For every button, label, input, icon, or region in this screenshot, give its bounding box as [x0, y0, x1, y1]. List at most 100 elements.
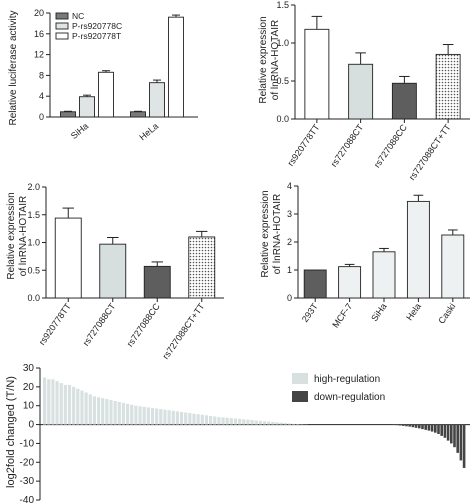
- panel-e-y-tick-label: -10: [20, 438, 35, 449]
- panel-e-y-tick-label: 0: [28, 420, 34, 431]
- panel-e-bar-up: [292, 423, 296, 425]
- panel-d-ylabel-line2: of lnRNA-HOTAIR: [272, 194, 283, 274]
- panel-d-x-tick-label: Hela: [404, 301, 423, 322]
- panel-b-x-tick-label: rs727088CC: [372, 122, 409, 170]
- panel-e-bar-down: [430, 424, 434, 432]
- panel-e-bar-up: [238, 418, 242, 425]
- panel-e-bar-up: [287, 423, 292, 425]
- panel-e-bar-up: [76, 388, 80, 425]
- panel-d-x-tick-label: SiHa: [369, 301, 388, 323]
- panel-e-bar-down: [395, 424, 399, 426]
- panel-e-bar-up: [146, 407, 150, 425]
- panel-e-bar-up: [175, 411, 179, 425]
- panel-d-bar: [372, 251, 396, 299]
- panel-e-bar-up: [242, 419, 246, 425]
- panel-e-y-tick-label: -20: [20, 457, 35, 468]
- panel-e-bar-up: [121, 402, 126, 425]
- panel-e-y-tick-label: 10: [23, 401, 35, 412]
- panel-e-bar-up: [88, 394, 92, 425]
- panel-e-bar-down: [405, 424, 408, 427]
- panel-e-bar-up: [213, 416, 217, 425]
- panel-b-x-tick-label: rs920778TT: [285, 122, 321, 168]
- panel-a-bar: [149, 82, 165, 118]
- panel-a-y-tick-label: 4: [39, 91, 44, 101]
- panel-e-bar-down: [408, 424, 411, 427]
- panel-a-x-tick-label: HeLa: [137, 121, 160, 142]
- panel-c-bar: [143, 265, 171, 299]
- panel-e-bar-down: [434, 424, 437, 433]
- panel-e-legend-swatch: [292, 391, 308, 402]
- panel-c-x-tick-label: rs920778TT: [37, 301, 73, 347]
- panel-e-y-tick-label: -40: [20, 495, 35, 504]
- panel-e-bar-up: [275, 422, 279, 425]
- panel-a-bars: [60, 14, 184, 118]
- panel-e-bar-up: [200, 414, 204, 425]
- panel-e-bar-up: [229, 418, 233, 425]
- panel-d-y-tick-label: 1: [287, 265, 292, 275]
- panel-c-ylabel-line2: of lnRNA-HOTAIR: [18, 196, 29, 276]
- panel-e-bar-up: [155, 408, 159, 425]
- panel-c-x-tick-label: rs727088CC: [125, 301, 162, 349]
- panel-e-bar-down: [450, 424, 453, 444]
- panel-e-bar-up: [184, 412, 188, 425]
- panel-e-bar-down: [414, 424, 418, 428]
- panel-e-bar-down: [418, 424, 421, 429]
- panel-b-bars: [304, 15, 461, 120]
- panel-e-bar-up: [150, 407, 155, 425]
- panel-e-bar-up: [209, 415, 213, 425]
- panel-e-bar-down: [427, 424, 431, 431]
- panel-e-bar-up: [225, 417, 229, 425]
- panel-e-bar-down: [411, 424, 415, 428]
- panel-a-bar: [79, 96, 95, 118]
- panel-d-bar: [441, 234, 465, 299]
- panel-e-bar-down: [459, 424, 463, 461]
- panel-a-legend-swatch: [55, 12, 69, 20]
- panel-a-bar: [130, 111, 146, 118]
- panel-a-legend-label: NC: [72, 11, 84, 21]
- panel-c-y-tick-label: 1.0: [27, 238, 40, 248]
- panel-c-x-tick-label: rs727088CT+TT: [160, 301, 206, 361]
- panel-e-bar-up: [233, 418, 238, 425]
- panel-e-bar-up: [138, 406, 142, 425]
- panel-d-x-tick-label: Caski: [436, 301, 457, 325]
- panel-b-y-tick-label: 1.5: [276, 0, 289, 10]
- panel-e-bar-up: [72, 386, 76, 425]
- panel-e-bar-up: [196, 414, 200, 425]
- panel-e-bar-up: [101, 398, 105, 425]
- panel-d: Relative expression of lnRNA-HOTAIR 0 1 2 3…: [260, 181, 470, 330]
- panel-e-legend-swatch: [292, 373, 308, 384]
- panel-a-y-tick-label: 8: [39, 70, 44, 80]
- panel-a-y-tick-label: 0: [39, 112, 44, 122]
- panel-d-x-tick-label: MCF-7: [330, 301, 354, 329]
- panel-c: Relative expression of lnRNA-HOTAIR 0.0 0…: [6, 182, 224, 361]
- panel-e-bar-up: [221, 417, 225, 425]
- panel-e-y-tick-label: 20: [23, 382, 35, 393]
- panel-e-bar-down: [398, 424, 402, 426]
- panel-e-y-tick-label: -30: [20, 476, 35, 487]
- panel-e: log2fold changed (T/N) -40 -30 -20 -10 0 10 20…: [5, 363, 470, 504]
- panel-e-bar-down: [443, 424, 447, 438]
- panel-c-y-tick-label: 0.0: [27, 293, 40, 303]
- panel-b-bar: [435, 53, 461, 120]
- panel-e-bar-up: [113, 401, 117, 425]
- panel-e-bar-up: [63, 384, 67, 425]
- panel-e-bar-up: [167, 410, 171, 425]
- panel-b-bar: [348, 63, 374, 120]
- panel-c-x-tick-label: rs727088CT: [81, 301, 118, 348]
- panel-b-bar: [391, 82, 417, 120]
- panel-e-bar-up: [179, 411, 184, 425]
- panel-a-legend-label: P-rs920778C: [72, 21, 122, 31]
- panel-e-axes: -40 -30 -20 -10 0 10 20 30: [20, 363, 470, 504]
- panel-e-legend-label: down-regulation: [314, 392, 385, 403]
- panel-e-bar-up: [117, 401, 121, 425]
- panel-e-bar-up: [267, 421, 271, 425]
- panel-a-bar: [60, 111, 76, 118]
- panel-e-bar-up: [250, 420, 254, 425]
- panel-d-y-tick-label: 4: [287, 181, 292, 191]
- panel-b-x-tick-label: rs727088CT: [329, 122, 366, 169]
- panel-a-legend-label: P-rs920778T: [72, 31, 121, 41]
- panel-e-bar-up: [142, 406, 146, 425]
- panel-e-bar-up: [217, 417, 221, 425]
- panel-e-bar-down: [402, 424, 405, 426]
